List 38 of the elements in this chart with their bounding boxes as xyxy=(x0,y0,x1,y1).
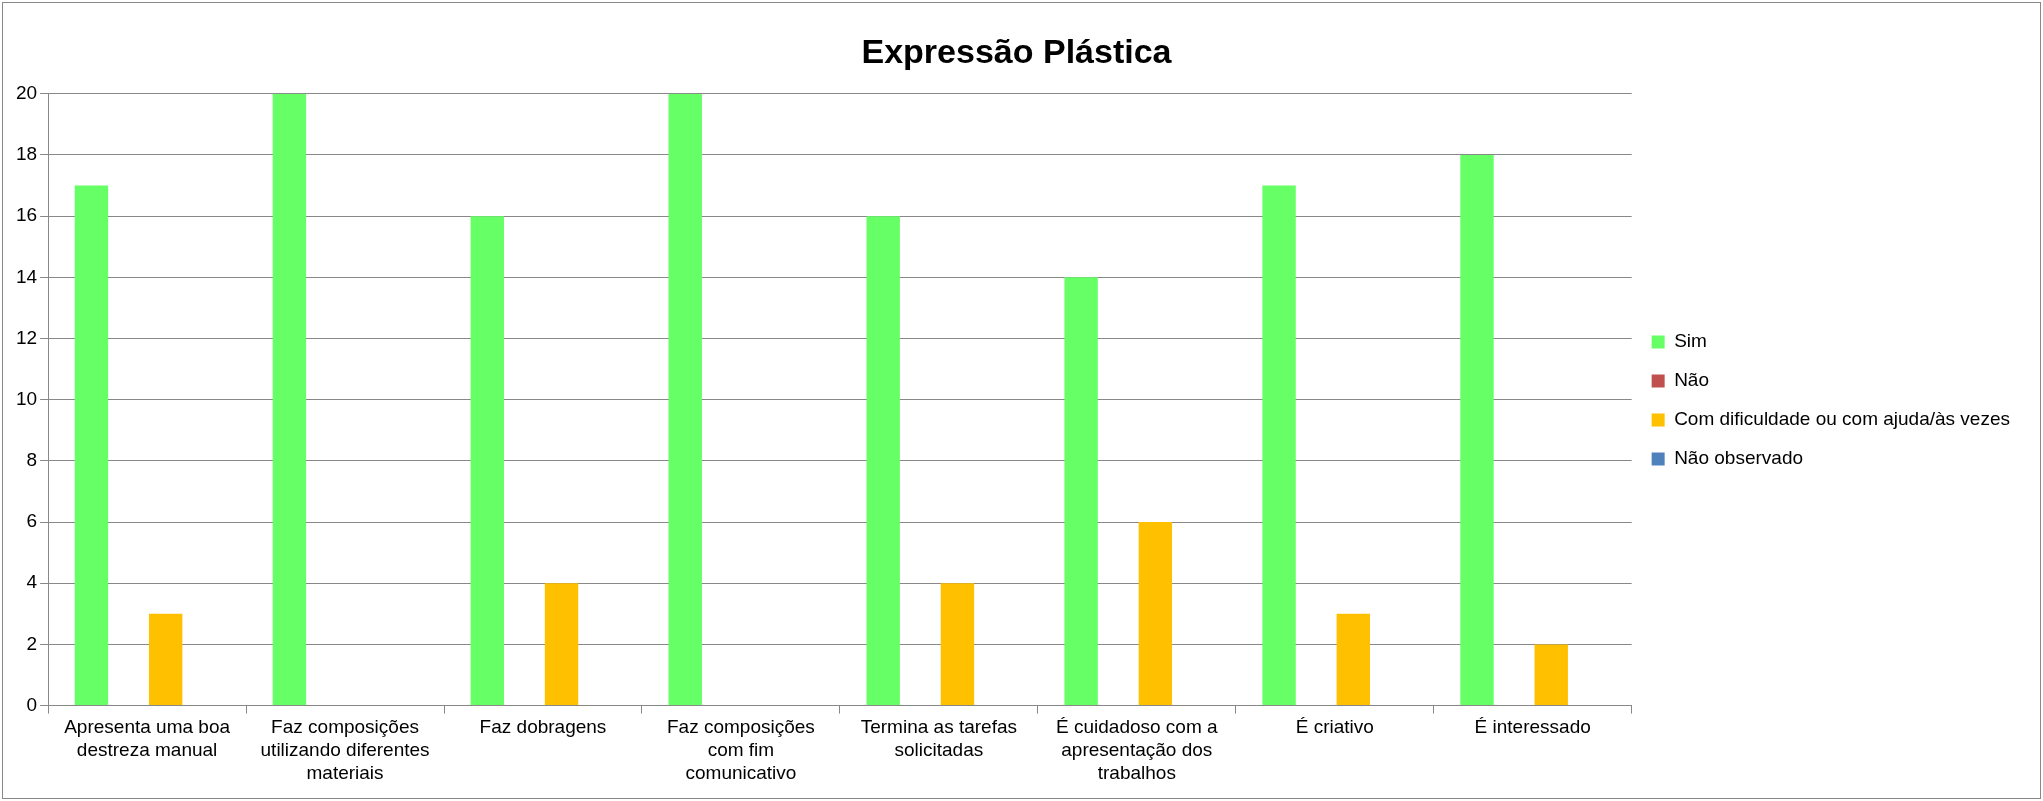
y-tick-label: 18 xyxy=(15,143,38,165)
bar xyxy=(148,613,183,706)
x-tick-label: Apresenta uma boa destreza manual xyxy=(64,716,231,761)
bar xyxy=(1138,522,1173,706)
bar xyxy=(272,93,307,706)
x-tick-label: Faz composições com fim comunicativo xyxy=(667,716,815,783)
bar xyxy=(668,93,702,706)
legend-label: Com dificuldade ou com ajuda/às vezes xyxy=(1674,408,2011,430)
bar xyxy=(470,216,505,706)
x-tick-label: É interessado xyxy=(1474,716,1591,738)
y-tick-label: 6 xyxy=(26,510,38,532)
bar xyxy=(1064,277,1098,706)
x-tick-label: É cuidadoso com a apresentação dos trabalhos xyxy=(1056,716,1219,783)
x-tick-label: Termina as tarefas solicitadas xyxy=(860,716,1018,761)
y-tick-label: 2 xyxy=(26,632,38,654)
y-tick-label: 16 xyxy=(15,204,38,226)
chart-title: Expressão Plástica xyxy=(861,31,1173,70)
x-tick-label: É criativo xyxy=(1295,716,1374,738)
y-tick-label: 14 xyxy=(15,265,38,287)
x-tick-label: Faz dobragens xyxy=(479,716,607,738)
y-tick-label: 8 xyxy=(26,449,38,471)
legend-label: Não xyxy=(1674,369,1710,391)
y-tick-label: 0 xyxy=(26,693,38,715)
x-tick-label: Faz composições utilizando diferentes materiais xyxy=(260,716,430,783)
bar xyxy=(1534,644,1568,706)
bar xyxy=(1336,613,1370,706)
y-tick-label: 4 xyxy=(26,571,38,593)
y-tick-label: 12 xyxy=(15,326,38,348)
bar xyxy=(544,583,579,706)
bar xyxy=(74,185,109,706)
y-tick-label: 20 xyxy=(15,82,38,104)
bar xyxy=(1460,154,1494,706)
y-tick-label: 10 xyxy=(15,387,38,409)
bar xyxy=(940,583,975,706)
bar xyxy=(1262,185,1296,706)
legend-label: Sim xyxy=(1674,330,1707,352)
legend-label: Não observado xyxy=(1674,447,1804,469)
bar xyxy=(866,216,900,706)
